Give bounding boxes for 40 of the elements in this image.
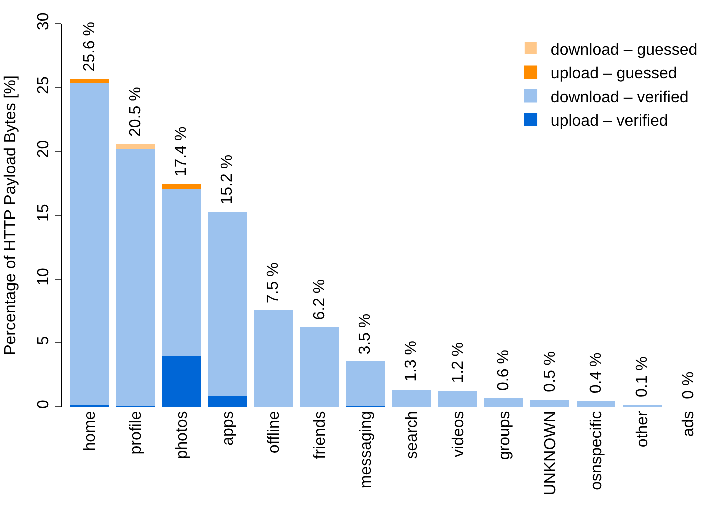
total-label: 0.1 %: [634, 356, 652, 398]
x-tick-label: ads: [680, 411, 698, 437]
x-tick-label: osnspecific: [588, 411, 606, 490]
x-tick-label: UNKNOWN: [542, 411, 560, 496]
total-label: 3.5 %: [357, 314, 374, 355]
x-tick-label: groups: [496, 411, 514, 460]
total-label: 0.5 %: [542, 351, 560, 392]
y-tick-label: 0: [36, 400, 53, 410]
total-label: 20.5 %: [127, 87, 144, 137]
total-label: 0 %: [680, 372, 698, 400]
total-label: 0.6 %: [495, 350, 512, 391]
total-label: 17.4 %: [172, 126, 190, 177]
total-label: 1.3 %: [403, 341, 420, 382]
y-tick-label: 10: [36, 268, 53, 286]
y-axis-title: Percentage of HTTP Payload Bytes [%]: [2, 76, 20, 356]
x-tick-label: messaging: [358, 411, 376, 489]
legend-label: download – verified: [550, 89, 689, 106]
x-tick-label: other: [634, 410, 652, 448]
y-tick-label: 15: [36, 204, 53, 222]
x-tick-label: search: [404, 411, 422, 460]
y-tick-label: 5: [36, 336, 53, 346]
x-tick-label: profile: [128, 411, 145, 455]
x-tick-label: apps: [220, 411, 237, 446]
total-label: 7.5 %: [265, 262, 282, 304]
y-tick-label: 30: [36, 12, 53, 30]
total-label: 15.2 %: [218, 154, 236, 205]
legend-label: upload – verified: [550, 113, 668, 130]
x-tick-label: home: [82, 411, 99, 452]
y-tick-label: 20: [36, 140, 53, 158]
total-label: 6.2 %: [312, 279, 329, 320]
x-tick-label: friends: [312, 411, 330, 460]
x-tick-label: offline: [266, 411, 284, 454]
x-tick-label: photos: [174, 411, 191, 460]
total-label: 1.2 %: [450, 342, 467, 384]
y-tick-label: 25: [36, 76, 53, 94]
total-label: 25.6 %: [81, 22, 98, 72]
x-tick-label: videos: [450, 411, 468, 458]
legend-label: upload – guessed: [550, 66, 678, 83]
legend-label: download – guessed: [550, 42, 698, 59]
total-label: 0.4 %: [588, 352, 605, 394]
